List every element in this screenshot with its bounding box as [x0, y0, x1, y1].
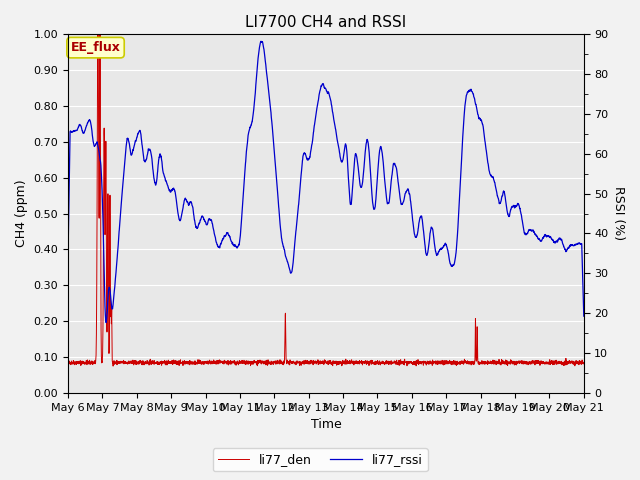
li77_den	[109, 363, 117, 369]
li77_rssi	[257, 38, 265, 44]
li77_rssi	[262, 66, 270, 72]
li77_rssi	[123, 137, 131, 143]
Line: li77_den: li77_den	[68, 34, 584, 366]
X-axis label: Time: Time	[310, 419, 341, 432]
li77_den	[64, 359, 72, 365]
li77_rssi	[64, 254, 72, 260]
Y-axis label: RSSI (%): RSSI (%)	[612, 186, 625, 240]
Legend: li77_den, li77_rssi: li77_den, li77_rssi	[212, 448, 428, 471]
li77_den	[94, 31, 102, 37]
Text: EE_flux: EE_flux	[70, 41, 120, 54]
li77_rssi	[515, 201, 522, 207]
Y-axis label: CH4 (ppm): CH4 (ppm)	[15, 180, 28, 247]
li77_den	[124, 360, 131, 366]
li77_den	[515, 358, 522, 364]
li77_den	[154, 360, 162, 366]
li77_rssi	[570, 243, 578, 249]
li77_rssi	[285, 262, 292, 268]
li77_den	[580, 360, 588, 366]
li77_den	[285, 359, 292, 365]
li77_rssi	[102, 320, 110, 325]
Title: LI7700 CH4 and RSSI: LI7700 CH4 and RSSI	[245, 15, 406, 30]
li77_den	[570, 359, 578, 365]
li77_rssi	[154, 168, 161, 174]
li77_den	[262, 360, 270, 366]
li77_rssi	[580, 313, 588, 319]
Line: li77_rssi: li77_rssi	[68, 41, 584, 323]
